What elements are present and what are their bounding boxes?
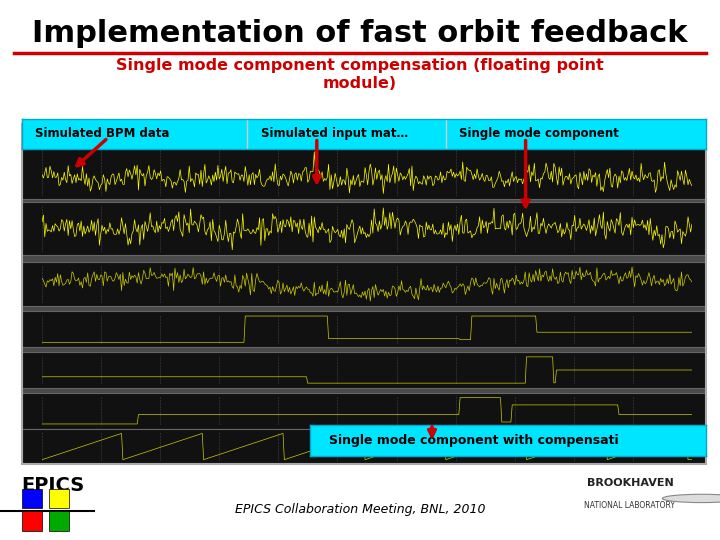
Text: NATIONAL LABORATORY: NATIONAL LABORATORY	[585, 502, 675, 510]
FancyBboxPatch shape	[49, 511, 69, 531]
Text: EPICS Collaboration Meeting, BNL, 2010: EPICS Collaboration Meeting, BNL, 2010	[235, 503, 485, 516]
Text: Single mode component with compensati: Single mode component with compensati	[330, 434, 619, 447]
FancyBboxPatch shape	[22, 393, 706, 429]
FancyBboxPatch shape	[49, 489, 69, 508]
Text: EPICS: EPICS	[22, 476, 85, 495]
Circle shape	[662, 494, 720, 503]
FancyBboxPatch shape	[22, 429, 706, 464]
Text: Simulated BPM data: Simulated BPM data	[35, 127, 170, 140]
Text: Input Component: Input Component	[29, 129, 92, 134]
FancyBboxPatch shape	[22, 489, 42, 508]
FancyBboxPatch shape	[22, 146, 706, 199]
FancyBboxPatch shape	[22, 202, 706, 255]
Text: BROOKHAVEN: BROOKHAVEN	[587, 478, 673, 488]
FancyBboxPatch shape	[22, 262, 706, 306]
FancyBboxPatch shape	[22, 511, 42, 531]
FancyBboxPatch shape	[22, 352, 706, 388]
Text: Implementation of fast orbit feedback: Implementation of fast orbit feedback	[32, 19, 688, 49]
Text: Single mode component compensation (floating point
module): Single mode component compensation (floa…	[116, 58, 604, 91]
Text: Simulated input mat…: Simulated input mat…	[261, 127, 408, 140]
FancyBboxPatch shape	[22, 311, 706, 347]
Text: Single mode component: Single mode component	[459, 127, 619, 140]
